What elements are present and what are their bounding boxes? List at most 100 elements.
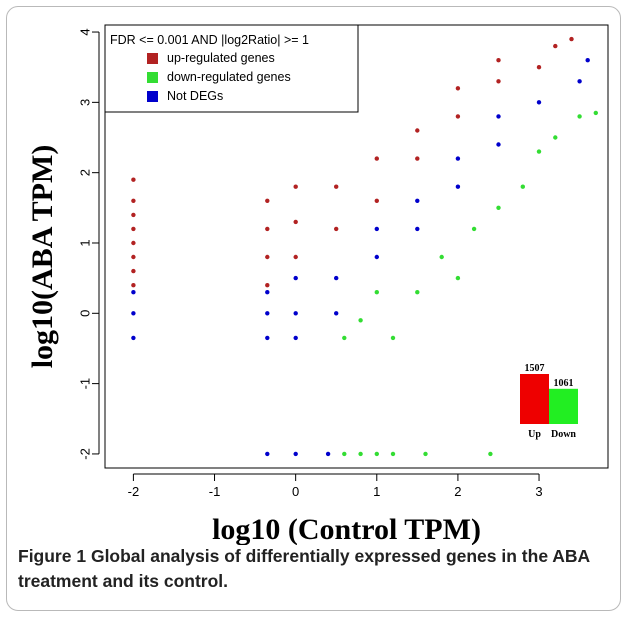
data-point-s2-14 xyxy=(415,198,420,203)
y-tick-label-0: -2 xyxy=(78,448,93,460)
legend: FDR <= 0.001 AND |log2Ratio| >= 1 up-reg… xyxy=(104,24,359,113)
data-point-s2-20 xyxy=(577,79,582,84)
inset-category-down: Down xyxy=(551,429,576,440)
legend-label-notdeg: Not DEGs xyxy=(167,89,223,103)
data-point-s1-8 xyxy=(496,205,501,210)
y-tick-label-3: 1 xyxy=(78,239,93,246)
data-point-s0-19 xyxy=(415,156,420,161)
data-point-s2-16 xyxy=(455,156,461,161)
data-point-s2-1 xyxy=(131,311,136,316)
data-point-s2-18 xyxy=(496,114,501,119)
data-point-s2-4 xyxy=(265,311,270,316)
data-point-s1-5 xyxy=(439,254,444,260)
data-point-s2-7 xyxy=(293,311,298,316)
data-point-s1-11 xyxy=(553,135,558,140)
data-point-s0-12 xyxy=(293,254,298,260)
legend-label-down: down-regulated genes xyxy=(167,70,291,84)
x-tick-label-1: -1 xyxy=(209,484,221,499)
data-point-s0-1 xyxy=(131,268,136,274)
data-point-s1-12 xyxy=(577,114,582,119)
data-point-s0-17 xyxy=(374,198,379,203)
data-point-s0-6 xyxy=(131,198,136,203)
data-point-s1-7 xyxy=(471,226,477,232)
data-point-s2-24 xyxy=(325,451,331,457)
inset-value-down: 1061 xyxy=(554,378,574,389)
data-point-s1-10 xyxy=(536,149,542,154)
data-point-s2-6 xyxy=(293,335,298,341)
inset-value-up: 1507 xyxy=(525,363,545,374)
data-point-s0-27 xyxy=(569,36,574,42)
data-point-s0-5 xyxy=(131,212,136,218)
inset-bar-down xyxy=(549,388,578,424)
data-point-s1-9 xyxy=(520,184,525,189)
data-point-s1-19 xyxy=(488,451,493,457)
data-point-s2-0 xyxy=(131,335,136,341)
data-point-s1-6 xyxy=(455,275,461,281)
data-point-s0-4 xyxy=(131,226,136,232)
inset-bar-chart: 1507 1061 Up Down xyxy=(520,363,578,440)
data-point-s1-13 xyxy=(593,110,598,116)
data-point-s2-3 xyxy=(265,335,270,341)
data-point-s2-12 xyxy=(374,226,379,232)
data-point-s0-25 xyxy=(536,65,542,70)
x-axis: -2 -1 0 1 2 3 xyxy=(128,473,543,499)
data-point-s0-2 xyxy=(131,254,136,260)
x-axis-label: log10 (Control TPM) xyxy=(212,513,481,545)
figure-label: Figure 1 xyxy=(18,546,87,566)
figure-title: Global analysis of differentially expres… xyxy=(18,546,590,591)
data-point-s0-20 xyxy=(415,128,420,133)
legend-label-up: up-regulated genes xyxy=(167,51,275,65)
data-point-s1-16 xyxy=(374,451,379,457)
inset-category-up: Up xyxy=(528,429,541,440)
data-point-s1-17 xyxy=(390,451,396,457)
data-point-s0-9 xyxy=(265,254,270,260)
data-point-s2-5 xyxy=(265,290,270,295)
x-tick-label-0: -2 xyxy=(128,484,140,499)
data-point-s0-14 xyxy=(293,184,298,189)
data-point-s1-2 xyxy=(374,290,379,295)
data-point-s0-18 xyxy=(374,156,379,161)
data-point-s1-18 xyxy=(423,451,428,457)
figure-caption: Figure 1 Global analysis of differential… xyxy=(18,544,618,594)
data-point-s1-4 xyxy=(415,290,420,295)
inset-bar-up xyxy=(520,374,549,424)
data-point-s0-26 xyxy=(553,43,558,49)
data-point-s2-19 xyxy=(536,100,542,105)
legend-swatch-up xyxy=(147,53,158,64)
data-point-s0-3 xyxy=(131,240,136,246)
data-point-s2-15 xyxy=(455,184,461,189)
data-point-s2-21 xyxy=(585,58,590,63)
y-tick-label-5: 3 xyxy=(78,99,93,106)
y-axis: -2 -1 0 1 2 3 4 xyxy=(78,28,100,460)
y-tick-label-4: 2 xyxy=(78,169,93,176)
data-point-s0-24 xyxy=(496,58,501,63)
data-point-s2-23 xyxy=(293,451,298,457)
data-point-s1-0 xyxy=(342,335,347,341)
data-point-s0-8 xyxy=(265,283,270,288)
scatter-chart: -2 -1 0 1 2 3 -2 -1 0 1 2 3 4 log10 (Control TPM) l… xyxy=(26,24,609,545)
data-point-s2-13 xyxy=(415,226,420,232)
data-point-s0-21 xyxy=(455,114,461,119)
x-tick-label-2: 0 xyxy=(292,484,299,499)
legend-swatch-notdeg xyxy=(147,91,158,102)
data-point-s0-0 xyxy=(131,283,136,288)
data-point-s1-1 xyxy=(358,318,363,323)
y-axis-label: log10(ABA TPM) xyxy=(26,145,59,369)
x-tick-label-3: 1 xyxy=(373,484,380,499)
x-tick-label-5: 3 xyxy=(535,484,542,499)
y-tick-label-1: -1 xyxy=(78,378,93,390)
data-point-s0-16 xyxy=(334,184,339,189)
data-point-s0-23 xyxy=(496,79,501,84)
data-point-s0-10 xyxy=(265,226,270,232)
data-point-s0-22 xyxy=(455,86,461,91)
data-point-s2-2 xyxy=(131,290,136,295)
legend-title: FDR <= 0.001 AND |log2Ratio| >= 1 xyxy=(110,33,309,47)
data-point-s0-13 xyxy=(293,219,298,225)
data-point-s1-3 xyxy=(390,335,396,341)
y-tick-label-6: 4 xyxy=(78,28,93,35)
legend-swatch-down xyxy=(147,72,158,83)
data-point-s0-7 xyxy=(131,177,136,182)
data-point-s2-8 xyxy=(293,275,298,281)
x-tick-label-4: 2 xyxy=(454,484,461,499)
data-point-s2-10 xyxy=(334,275,339,281)
